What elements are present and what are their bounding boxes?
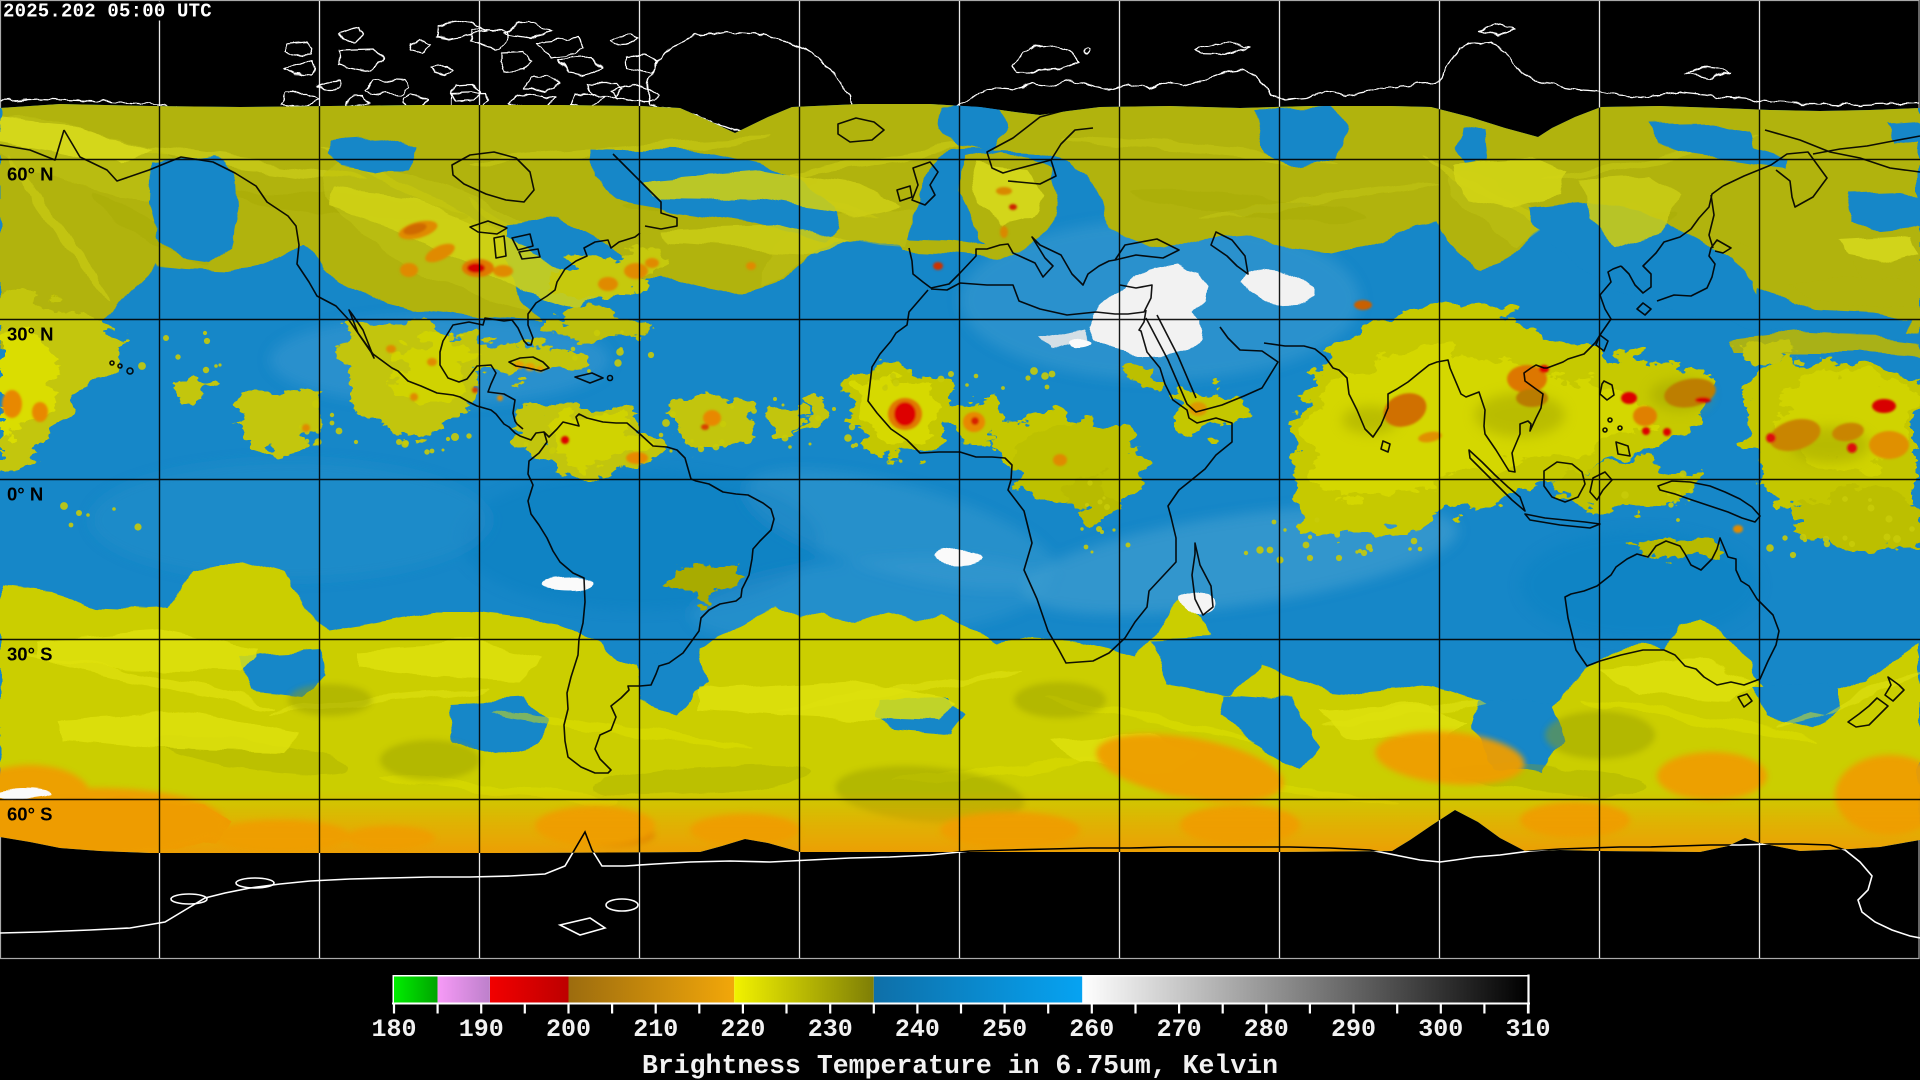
svg-text:30° N: 30° N: [7, 324, 53, 345]
svg-text:190: 190: [459, 1015, 504, 1044]
svg-text:250: 250: [982, 1015, 1027, 1044]
svg-text:290: 290: [1331, 1015, 1376, 1044]
svg-text:60° N: 60° N: [7, 164, 53, 185]
svg-text:220: 220: [720, 1015, 765, 1044]
svg-text:240: 240: [895, 1015, 940, 1044]
svg-text:0° N: 0° N: [7, 484, 43, 505]
svg-text:60° S: 60° S: [7, 804, 52, 825]
svg-text:230: 230: [808, 1015, 853, 1044]
svg-text:210: 210: [633, 1015, 678, 1044]
svg-text:30° S: 30° S: [7, 644, 52, 665]
svg-text:260: 260: [1069, 1015, 1114, 1044]
svg-text:200: 200: [546, 1015, 591, 1044]
svg-text:310: 310: [1505, 1015, 1550, 1044]
svg-text:Brightness Temperature in 6.75: Brightness Temperature in 6.75um, Kelvin: [642, 1051, 1278, 1080]
svg-text:2025.202 05:00 UTC: 2025.202 05:00 UTC: [3, 1, 212, 23]
svg-text:300: 300: [1418, 1015, 1463, 1044]
svg-text:270: 270: [1157, 1015, 1202, 1044]
svg-text:180: 180: [371, 1015, 416, 1044]
svg-text:280: 280: [1244, 1015, 1289, 1044]
